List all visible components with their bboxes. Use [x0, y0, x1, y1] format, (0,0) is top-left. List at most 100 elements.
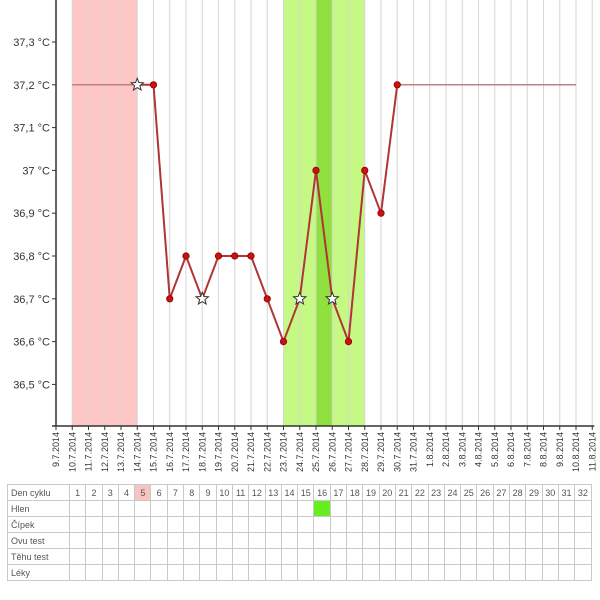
- table-cell: [85, 564, 103, 581]
- table-cell: [509, 548, 527, 565]
- table-cell: [443, 516, 462, 533]
- table-cell: [411, 516, 429, 533]
- y-tick-label: 37 °C: [22, 165, 50, 177]
- table-cell: [509, 500, 527, 517]
- cycle-day-cell: 9: [199, 484, 217, 501]
- table-cell: [313, 548, 331, 565]
- table-cell: [541, 564, 559, 581]
- star-marker: [194, 290, 210, 306]
- table-row: Den cyklu 1 2 3 4 5 6 7 8 9 10 11 12 13 14 15 16 17 18 19 20…: [7, 484, 592, 501]
- table-cell: [525, 548, 543, 565]
- y-tick-label: 37,2 °C: [13, 80, 50, 92]
- table-cell: [427, 532, 445, 549]
- table-cell: [541, 516, 559, 533]
- table-cell: [150, 500, 168, 517]
- table-cell: [166, 564, 185, 581]
- x-tick-label: 24.7.2014: [295, 432, 305, 472]
- table-cell: [280, 548, 299, 565]
- cycle-day-cell: 27: [492, 484, 511, 501]
- table-cell: [280, 532, 299, 549]
- table-cell: [443, 500, 462, 517]
- table-cell: [460, 564, 478, 581]
- table-cell: [427, 500, 445, 517]
- table-cell: [313, 500, 331, 517]
- x-tick-label: 8.8.2014: [539, 432, 549, 467]
- table-row: Léky: [7, 564, 592, 581]
- table-cell: [394, 532, 413, 549]
- x-tick-label: 11.8.2014: [587, 432, 597, 471]
- table-cell: [427, 548, 445, 565]
- table-cell: [150, 564, 168, 581]
- table-cell: [346, 516, 364, 533]
- table-cell: [231, 548, 250, 565]
- table-cell: [492, 548, 511, 565]
- cycle-day-cell: 11: [231, 484, 250, 501]
- cycle-day-cell: 3: [101, 484, 119, 501]
- cycle-day-cell: 12: [248, 484, 266, 501]
- table-cell: [68, 548, 87, 565]
- cycle-day-cell: 23: [427, 484, 445, 501]
- x-tick-label: 12.7.2014: [100, 432, 110, 472]
- table-cell: [411, 548, 429, 565]
- x-tick-label: 27.7.2014: [344, 432, 354, 472]
- cycle-day-cell: 24: [443, 484, 462, 501]
- table-cell: [492, 516, 511, 533]
- table-cell: [509, 564, 527, 581]
- ovulation-band: [316, 0, 333, 426]
- table-cell: [574, 564, 592, 581]
- table-cell: [117, 516, 136, 533]
- table-row: Čípek: [7, 516, 592, 533]
- table-cell: [460, 548, 478, 565]
- table-cell: [394, 500, 413, 517]
- table-cell: [460, 532, 478, 549]
- star-marker: [129, 76, 145, 92]
- table-cell: [313, 532, 331, 549]
- data-point: [214, 252, 223, 260]
- table-cell: [394, 548, 413, 565]
- table-cell: [557, 516, 576, 533]
- data-point: [149, 81, 158, 89]
- table-cell: [346, 532, 364, 549]
- x-tick-label: 20.7.2014: [230, 432, 240, 472]
- row-label: Léky: [7, 564, 70, 581]
- table-cell: [199, 516, 217, 533]
- x-tick-labels: 9.7.2014 10.7.2014 11.7.2014 12.7.2014 13.7.…: [51, 432, 597, 472]
- table-cell: [362, 548, 380, 565]
- table-cell: [509, 516, 527, 533]
- cycle-day-cell: 19: [362, 484, 380, 501]
- table-cell: [476, 548, 494, 565]
- table-cell: [134, 516, 152, 533]
- data-point: [393, 81, 401, 89]
- table-cell: [215, 532, 233, 549]
- cycle-day-cell: 18: [346, 484, 364, 501]
- table-cell: [460, 516, 478, 533]
- table-cell: [264, 516, 282, 533]
- table-cell: [215, 548, 233, 565]
- table-cell: [248, 532, 266, 549]
- data-point: [312, 166, 320, 174]
- table-cell: [378, 548, 396, 565]
- x-tick-label: 29.7.2014: [376, 432, 386, 472]
- table-cell: [280, 516, 299, 533]
- x-tick-label: 4.8.2014: [474, 432, 484, 467]
- table-cell: [166, 548, 185, 565]
- table-cell: [264, 532, 282, 549]
- table-cell: [166, 516, 185, 533]
- table-cell: [199, 532, 217, 549]
- table-cell: [199, 564, 217, 581]
- x-tick-label: 30.7.2014: [392, 432, 402, 472]
- row-label: Čípek: [7, 516, 70, 533]
- cycle-table: Den cyklu 1 2 3 4 5 6 7 8 9 10 11 12 13 14 15 16 17 18 19 20…: [7, 484, 592, 581]
- temperature-markers: [129, 76, 401, 346]
- table-cell: [183, 564, 201, 581]
- x-tick-label: 11.7.2014: [84, 432, 94, 471]
- table-cell: [492, 532, 511, 549]
- table-cell: [183, 532, 201, 549]
- table-cell: [574, 532, 592, 549]
- table-cell: [183, 548, 201, 565]
- table-cell: [557, 564, 576, 581]
- table-cell: [297, 548, 315, 565]
- y-tick-labels: 37,3 °C 37,2 °C 37,1 °C 37 °C 36,9 °C 36,8 °C…: [13, 37, 50, 391]
- cycle-day-cell: 21: [394, 484, 413, 501]
- star-marker: [324, 290, 340, 306]
